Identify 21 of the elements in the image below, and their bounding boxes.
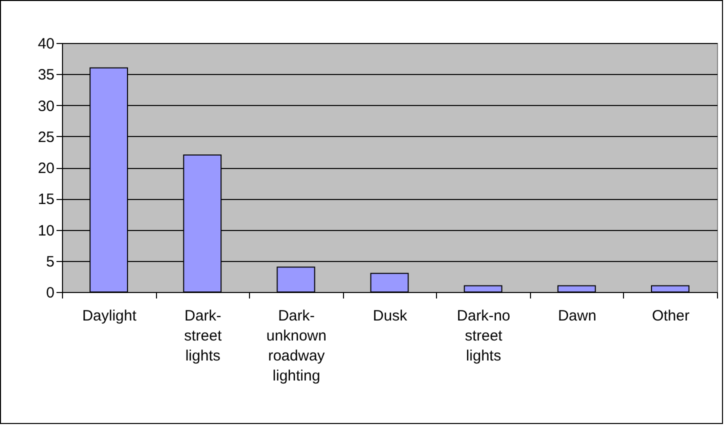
x-tick-label: Dark-street lights — [184, 308, 222, 364]
y-tick-label: 35 — [38, 66, 54, 84]
x-tick-label: Other — [652, 308, 690, 324]
y-tick-label: 0 — [46, 284, 54, 302]
x-tick-label: Dark-unknown roadway lighting — [266, 308, 326, 384]
bar — [464, 285, 502, 292]
y-tick-label: 30 — [38, 98, 54, 115]
bar — [370, 272, 409, 292]
y-tick-label: 5 — [46, 253, 54, 270]
y-tick-label: 15 — [38, 191, 54, 208]
y-tick-label: 10 — [38, 222, 54, 240]
x-tick-label: Dark-no street lights — [456, 308, 510, 364]
y-tick-label: 25 — [38, 128, 54, 146]
x-tick-label: Daylight — [82, 308, 138, 324]
y-tick-label: 40 — [38, 36, 54, 52]
bar — [276, 266, 316, 292]
bar — [557, 285, 596, 292]
x-tick-label: Dusk — [372, 308, 408, 324]
x-tick-label: Dawn — [558, 308, 596, 324]
y-tick-label: 20 — [38, 160, 54, 177]
bar — [651, 285, 690, 292]
